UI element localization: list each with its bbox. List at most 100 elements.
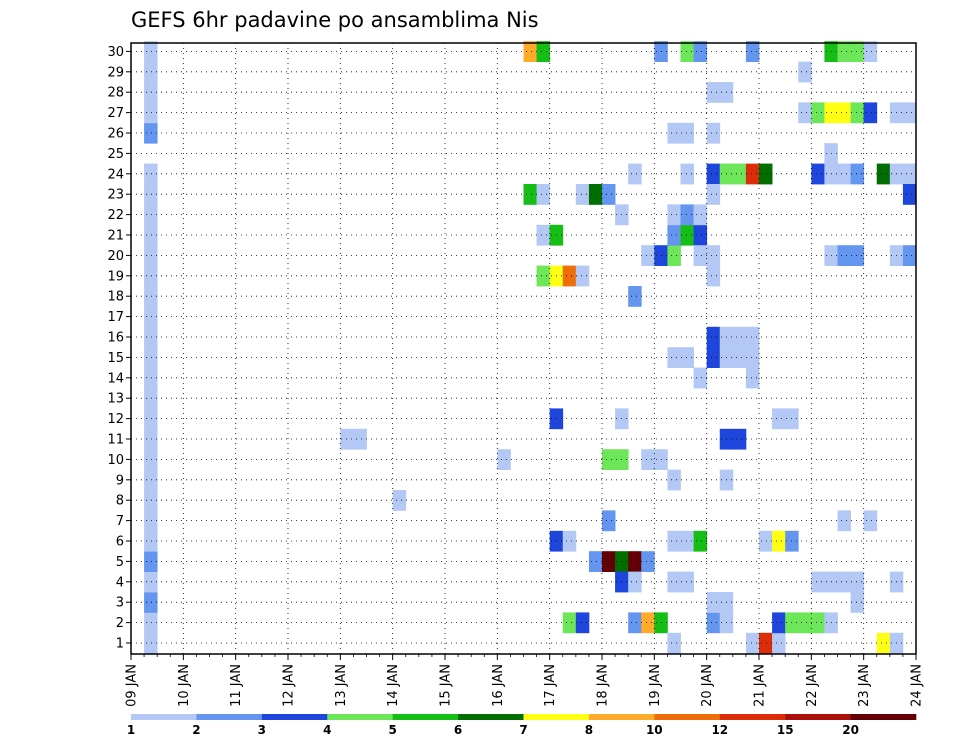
heatmap-cell [811, 612, 825, 634]
colorbar-swatch [588, 714, 655, 720]
x-tick-label: 09 JAN [125, 664, 140, 707]
heatmap-cell [772, 632, 786, 654]
heatmap-cell [667, 469, 681, 491]
heatmap-cell [641, 612, 655, 634]
heatmap-cell [144, 286, 158, 307]
heatmap-cell [562, 265, 577, 287]
heatmap-cell [536, 224, 551, 246]
heatmap-cell [562, 612, 577, 634]
heatmap-cell [732, 163, 747, 185]
heatmap-cell [667, 204, 681, 226]
heatmap-cell [902, 163, 917, 185]
x-tick-label: 16 JAN [491, 664, 506, 707]
y-tick-label: 14 [107, 371, 124, 386]
heatmap-cell [798, 61, 812, 83]
heatmap-cell [340, 428, 354, 450]
chart-title: GEFS 6hr padavine po ansamblima Nis [131, 8, 539, 32]
heatmap-cell [667, 632, 681, 654]
y-tick-label: 24 [107, 167, 124, 182]
x-tick-label: 19 JAN [648, 664, 663, 707]
heatmap-cell [837, 102, 851, 124]
heatmap-cell [144, 612, 158, 634]
heatmap-cell [863, 510, 878, 532]
heatmap-cell [602, 510, 616, 532]
colorbar-swatch [327, 714, 393, 720]
heatmap-cell [536, 184, 551, 205]
plot-frame [130, 42, 917, 655]
colorbar-swatch [785, 714, 851, 720]
heatmap-cell [745, 41, 760, 62]
y-tick-label: 21 [107, 229, 124, 244]
heatmap-cell [602, 449, 616, 470]
y-tick-label: 25 [107, 147, 124, 162]
heatmap-cell [811, 571, 825, 593]
y-tick-label: 6 [116, 535, 124, 550]
heatmap-cell [667, 347, 681, 368]
heatmap-cell [144, 388, 158, 409]
heatmap-cell [641, 245, 655, 266]
heatmap-cell [144, 632, 158, 654]
heatmap-cell [575, 612, 590, 634]
heatmap-cell [144, 408, 158, 430]
heatmap-cell [144, 224, 158, 246]
heatmap-cell [759, 530, 773, 552]
heatmap-cells [144, 41, 917, 654]
heatmap-cell [144, 122, 158, 144]
x-tick-label: 15 JAN [439, 664, 454, 707]
colorbar-swatch [654, 714, 721, 720]
heatmap-cell [798, 102, 812, 124]
heatmap-cell [144, 61, 158, 83]
heatmap-cell [144, 551, 158, 572]
heatmap-cell [667, 122, 681, 144]
colorbar-swatch [196, 714, 263, 720]
heatmap-cell [876, 632, 891, 654]
heatmap-cell [667, 530, 681, 552]
x-tick-label: 23 JAN [857, 664, 872, 707]
y-tick-label: 12 [107, 412, 124, 427]
heatmap-cell [863, 102, 878, 124]
heatmap-cell [850, 163, 865, 185]
heatmap-cell [745, 347, 760, 368]
heatmap-cell [759, 163, 773, 185]
heatmap-cell [680, 122, 694, 144]
heatmap-cell [144, 469, 158, 491]
heatmap-cell [562, 530, 577, 552]
heatmap-cell [706, 122, 721, 144]
heatmap-cell [706, 82, 721, 103]
heatmap-cell [144, 82, 158, 103]
y-axis: 1234567891011121314151617181920212223242… [107, 45, 131, 652]
x-tick-label: 10 JAN [177, 664, 192, 707]
colorbar: 1 2 3 4 5 6 7 8 10 12 15 20 [127, 714, 917, 737]
heatmap-cell [144, 449, 158, 470]
heatmap-cell [144, 102, 158, 124]
heatmap-cell [588, 184, 603, 205]
heatmap-cell [706, 347, 721, 368]
heatmap-cell [706, 326, 721, 348]
heatmap-cell [628, 551, 642, 572]
heatmap-cell [628, 163, 642, 185]
heatmap-cell [523, 41, 537, 62]
heatmap-cell [745, 367, 760, 389]
heatmap-cell [144, 592, 158, 613]
heatmap-cell [876, 163, 891, 185]
heatmap-cell [144, 265, 158, 287]
x-tick-label: 21 JAN [753, 664, 768, 707]
heatmap-cell [902, 102, 917, 124]
y-tick-label: 16 [107, 331, 124, 346]
colorbar-swatch [392, 714, 459, 720]
heatmap-cell [706, 163, 721, 185]
colorbar-swatch [261, 714, 328, 720]
heatmap-cell [732, 326, 747, 348]
heatmap-cell [680, 163, 694, 185]
heatmap-cell [693, 367, 708, 389]
colorbar-label: 10 [646, 723, 663, 737]
heatmap-cell [798, 612, 812, 634]
y-tick-label: 20 [107, 249, 124, 264]
y-tick-label: 18 [107, 290, 124, 305]
colorbar-label: 20 [842, 723, 859, 737]
heatmap-cell [497, 449, 511, 470]
heatmap-cell [144, 530, 158, 552]
colorbar-label: 6 [454, 723, 462, 737]
heatmap-cell [667, 224, 681, 246]
